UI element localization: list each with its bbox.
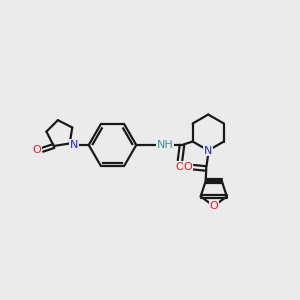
Text: O: O bbox=[184, 162, 193, 172]
Text: N: N bbox=[70, 140, 78, 150]
Text: O: O bbox=[33, 145, 41, 155]
Text: N: N bbox=[204, 146, 212, 155]
Text: NH: NH bbox=[157, 140, 173, 150]
Text: O: O bbox=[176, 162, 184, 172]
Text: O: O bbox=[209, 201, 218, 211]
